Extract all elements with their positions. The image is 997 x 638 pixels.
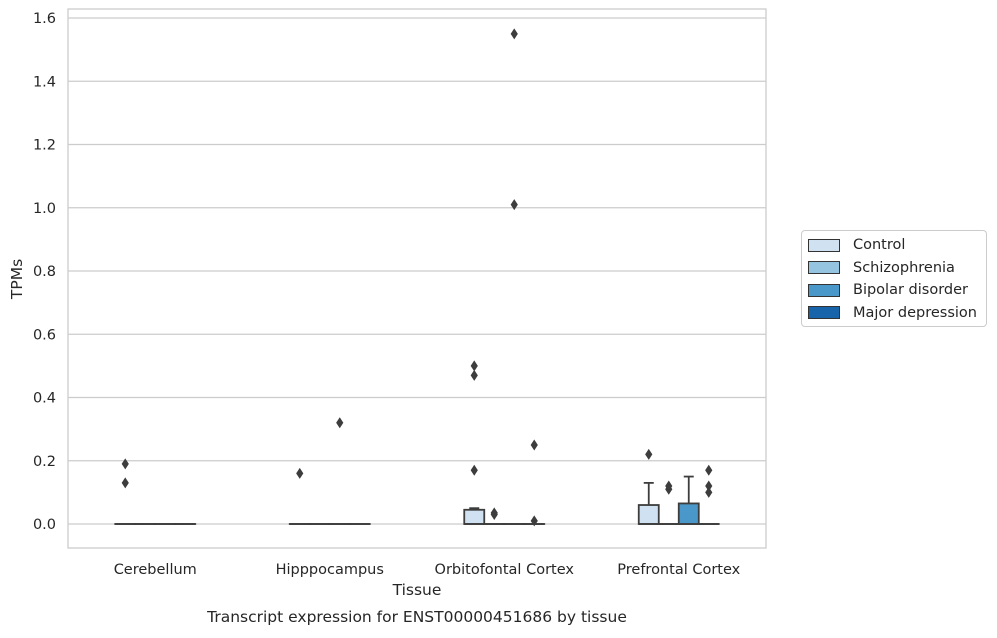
box [679,503,699,524]
x-tick-label: Hipppocampus [276,562,384,578]
legend-item: Bipolar disorder [802,279,986,302]
y-axis-label: TPMs [8,259,26,300]
legend-label: Schizophrenia [853,260,955,276]
series-major-depression [175,439,719,526]
y-tick-label: 0.6 [33,327,56,343]
outlier-point [122,477,129,488]
outlier-point [531,439,538,450]
x-axis-label: Tissue [392,581,442,599]
outlier-point [511,28,518,39]
y-tick-label: 0.4 [33,391,56,407]
legend-item: Control [802,234,986,257]
chart-title: Transcript expression for ENST0000045168… [206,608,627,626]
y-tick-label: 1.4 [33,74,56,90]
box [639,505,659,524]
outlier-point [705,487,712,498]
plot-area-border [68,9,766,548]
outlier-point [471,465,478,476]
y-tick-label: 1.2 [33,138,56,154]
legend-label: Major depression [853,305,977,321]
legend-swatch [808,284,840,297]
outlier-point [645,449,652,460]
legend-item: Major depression [802,302,986,325]
outlier-point [336,417,343,428]
outlier-point [471,360,478,371]
y-tick-label: 0.2 [33,454,56,470]
y-tick-label: 1.6 [33,11,56,27]
box [464,510,484,524]
legend-label: Control [853,237,905,253]
series-bipolar-disorder [155,28,699,524]
outlier-point [705,465,712,476]
outlier-point [471,370,478,381]
x-tick-label: Prefrontal Cortex [617,562,740,578]
outlier-point [511,199,518,210]
legend-swatch [808,261,840,274]
y-tick-label: 0.8 [33,264,56,280]
series-control [115,360,659,524]
y-tick-label: 1.0 [33,201,56,217]
y-tick-labels: 0.0 0.2 0.4 0.6 0.8 1.0 1.2 1.4 1.6 [33,11,56,533]
legend: Control Schizophrenia Bipolar disorder Majo… [801,230,987,327]
outlier-point [122,458,129,469]
outlier-point [296,468,303,479]
legend-swatch [808,306,840,319]
series-schizophrenia [135,481,679,524]
x-tick-labels: Cerebellum Hipppocampus Orbitofontal Corte… [114,562,741,578]
outlier-point [491,509,498,520]
gridlines [68,18,766,524]
legend-item: Schizophrenia [802,257,986,280]
x-tick-label: Orbitofontal Cortex [435,562,575,578]
x-tick-label: Cerebellum [114,562,197,578]
legend-swatch [808,239,840,252]
legend-label: Bipolar disorder [853,282,968,298]
y-tick-label: 0.0 [33,517,56,533]
box-series [115,28,719,526]
